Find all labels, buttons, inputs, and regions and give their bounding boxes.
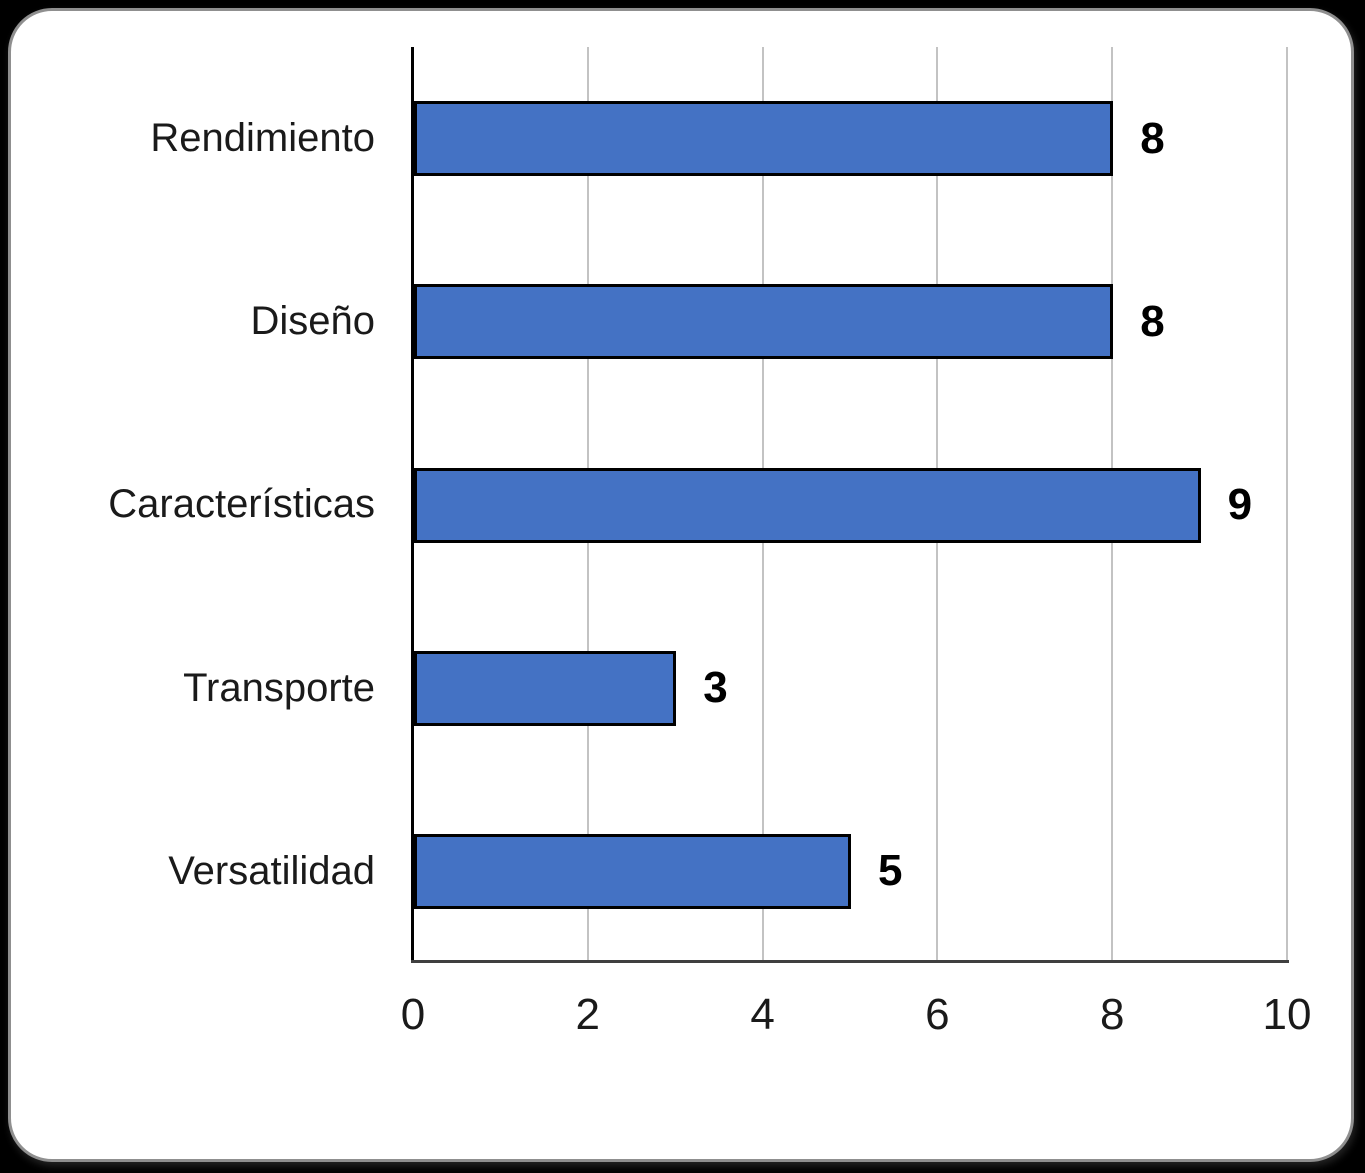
- chart-card: [8, 8, 1354, 1162]
- x-tick-label: 0: [400, 990, 426, 1039]
- x-axis-line: [411, 960, 1289, 963]
- bar-1: [414, 284, 1114, 360]
- bar-4: [414, 833, 851, 909]
- x-tick-label: 10: [1262, 990, 1312, 1039]
- value-label: 3: [703, 663, 728, 713]
- category-label: Diseño: [250, 299, 375, 344]
- x-tick-label: 6: [925, 990, 950, 1039]
- bar-0: [414, 101, 1114, 177]
- x-tick-label: 2: [575, 990, 601, 1039]
- x-tick-label: 4: [750, 990, 775, 1039]
- category-label: Rendimiento: [150, 116, 375, 161]
- category-label: Características: [108, 482, 375, 527]
- value-label: 8: [1140, 113, 1165, 163]
- value-label: 9: [1227, 480, 1253, 529]
- y-axis-line: [411, 47, 414, 963]
- value-label: 8: [1140, 296, 1165, 346]
- category-label: Transporte: [183, 665, 375, 710]
- category-label: Versatilidad: [168, 848, 375, 893]
- gridline-x10: [1286, 47, 1288, 963]
- x-tick-label: 8: [1099, 990, 1125, 1039]
- value-label: 5: [878, 846, 903, 896]
- bar-2: [414, 467, 1201, 543]
- bar-3: [414, 650, 677, 726]
